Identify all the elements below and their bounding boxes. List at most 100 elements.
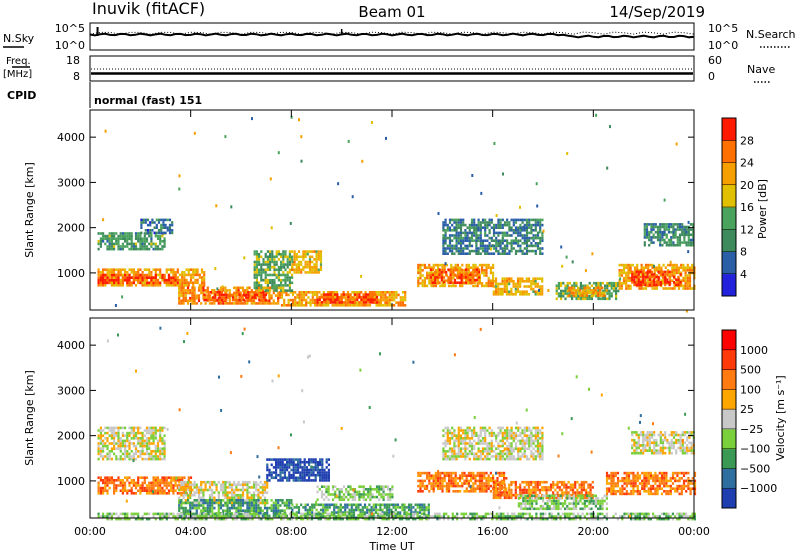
heatmap-cell <box>510 277 513 280</box>
heatmap-cell <box>672 225 675 229</box>
heatmap-cell <box>308 508 312 512</box>
heatmap-cell <box>268 302 271 305</box>
heatmap-cell <box>471 273 474 277</box>
heatmap-cell <box>106 455 109 458</box>
heatmap-cell <box>156 476 160 479</box>
heatmap-cell <box>253 276 256 279</box>
heatmap-cell <box>139 240 142 243</box>
heatmap-cell <box>106 279 109 282</box>
heatmap-cell <box>577 289 580 292</box>
heatmap-cell <box>286 263 289 266</box>
heatmap-cell <box>328 503 331 507</box>
heatmap-cell <box>269 255 272 259</box>
heatmap-cell <box>457 223 460 227</box>
heatmap-cell <box>252 506 256 510</box>
heatmap-cell <box>206 504 209 507</box>
heatmap-cell <box>176 486 179 490</box>
heatmap-cell <box>451 223 454 227</box>
heatmap-cell <box>459 284 462 288</box>
heatmap-cell <box>197 299 201 303</box>
heatmap-cell <box>353 495 357 499</box>
heatmap-cell <box>192 284 195 287</box>
heatmap-cell <box>259 491 262 494</box>
heatmap-cell <box>258 258 261 261</box>
heatmap-cell <box>186 302 190 305</box>
heatmap-cell <box>303 479 306 482</box>
heatmap-cell <box>148 426 151 430</box>
heatmap-cell <box>113 437 116 440</box>
heatmap-cell <box>193 501 196 505</box>
heatmap-cell <box>583 286 586 290</box>
heatmap-cell <box>154 450 157 453</box>
heatmap-cell <box>345 293 348 296</box>
heatmap-cell <box>684 269 687 272</box>
heatmap-cell <box>245 296 248 299</box>
heatmap-cell <box>555 284 558 288</box>
heatmap-cell <box>371 493 374 496</box>
heatmap-cell <box>317 252 320 256</box>
heatmap-cell <box>182 488 185 492</box>
heatmap-cell <box>618 263 621 267</box>
heatmap-cell <box>108 245 111 248</box>
heatmap-cell <box>168 231 172 235</box>
heatmap-cell <box>471 281 474 284</box>
heatmap-cell <box>271 286 274 290</box>
heatmap-cell <box>461 271 464 275</box>
heatmap-cell <box>165 284 168 287</box>
heatmap-cell <box>373 296 376 299</box>
heatmap-cell <box>154 455 157 458</box>
heatmap-cell <box>139 242 142 246</box>
heatmap-cell <box>525 229 529 232</box>
heatmap-cell <box>473 226 476 229</box>
heatmap-cell <box>431 268 435 271</box>
heatmap-cell <box>534 242 537 245</box>
heatmap-cell <box>226 509 229 512</box>
heatmap-cell <box>306 260 309 264</box>
heatmap-cell <box>291 276 294 279</box>
heatmap-cell <box>291 255 294 259</box>
heatmap-cell <box>458 276 461 279</box>
heatmap-cell <box>256 293 259 297</box>
heatmap-cell <box>255 499 258 502</box>
heatmap-cell <box>662 282 665 285</box>
heatmap-cell <box>161 486 164 490</box>
heatmap-cell <box>451 281 454 284</box>
heatmap-cell <box>360 301 363 304</box>
heatmap-cell <box>228 296 231 300</box>
heatmap-cell <box>297 466 300 469</box>
heatmap-cell <box>117 426 120 430</box>
heatmap-cell <box>115 284 118 287</box>
heatmap-cell <box>459 266 462 269</box>
heatmap-cell <box>200 289 203 292</box>
heatmap-cell <box>124 276 127 279</box>
heatmap-cell <box>497 244 500 248</box>
heatmap-cell <box>286 284 289 287</box>
heatmap-cell <box>477 229 480 232</box>
heatmap-cell <box>141 281 144 284</box>
heatmap-cell <box>108 476 111 479</box>
heatmap-cell <box>187 486 190 490</box>
heatmap-cell <box>108 426 111 430</box>
heatmap-cell <box>449 276 452 279</box>
heatmap-cell <box>230 483 234 487</box>
heatmap-cell <box>184 514 187 518</box>
heatmap-cell <box>279 512 282 515</box>
heatmap-cell <box>327 493 330 496</box>
heatmap-cell <box>470 249 474 253</box>
heatmap-cell <box>566 289 569 293</box>
heatmap-cell <box>523 285 526 288</box>
heatmap-cell <box>362 488 365 491</box>
heatmap-cell <box>99 486 102 490</box>
heatmap-cell <box>290 468 293 472</box>
heatmap-cell <box>159 452 162 456</box>
colorbar-swatch <box>722 184 736 208</box>
heatmap-cell <box>364 488 368 491</box>
heatmap-cell <box>566 281 569 285</box>
heatmap-cell <box>145 426 149 430</box>
heatmap-cell <box>523 218 526 222</box>
heatmap-cell <box>672 228 675 231</box>
heatmap-cell <box>658 263 661 267</box>
heatmap-cell <box>485 263 488 267</box>
heatmap-cell <box>113 268 116 271</box>
heatmap-cell <box>514 239 518 242</box>
